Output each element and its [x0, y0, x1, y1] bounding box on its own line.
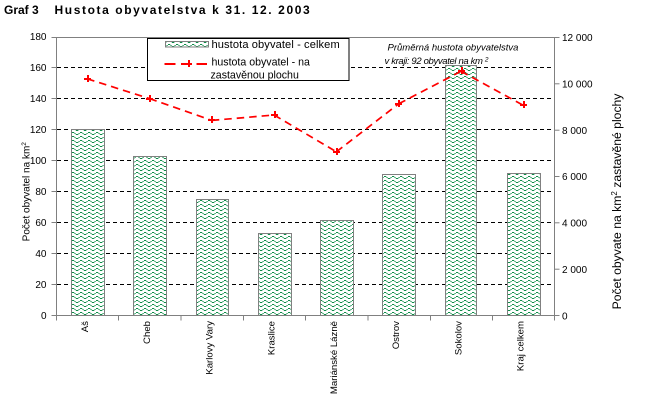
svg-text:Hustota obyvatelstva k 31. 12.: Hustota obyvatelstva k 31. 12. 2003	[55, 3, 312, 17]
svg-text:20: 20	[35, 280, 47, 291]
svg-text:2 000: 2 000	[562, 265, 587, 276]
svg-text:Mariánské Lázně: Mariánské Lázně	[329, 321, 340, 394]
svg-text:Průměrná hustota obyvatelstva: Průměrná hustota obyvatelstva	[388, 42, 519, 53]
svg-text:4 000: 4 000	[562, 219, 587, 230]
svg-text:6 000: 6 000	[562, 172, 587, 183]
svg-text:100: 100	[30, 156, 47, 167]
svg-text:Aš: Aš	[80, 321, 91, 332]
svg-text:hustota obyvatel - celkem: hustota obyvatel - celkem	[212, 39, 340, 51]
svg-text:Graf 3: Graf 3	[4, 3, 39, 17]
svg-text:Počet obyvate na km2 zastavěné: Počet obyvate na km2 zastavěné plochy	[610, 93, 624, 310]
svg-text:v kraji: 92 obyvatel na km 2: v kraji: 92 obyvatel na km 2	[385, 56, 489, 67]
svg-text:12 000: 12 000	[562, 33, 593, 44]
svg-text:120: 120	[30, 125, 47, 136]
svg-text:160: 160	[30, 63, 47, 74]
svg-text:40: 40	[35, 249, 47, 260]
svg-text:80: 80	[35, 187, 47, 198]
svg-text:Cheb: Cheb	[142, 321, 153, 344]
svg-text:Kraslice: Kraslice	[267, 321, 278, 355]
svg-text:60: 60	[35, 218, 47, 229]
svg-text:Ostrov: Ostrov	[391, 321, 402, 349]
svg-text:Počet obyvatel na km2: Počet obyvatel na km2	[21, 142, 32, 242]
svg-text:0: 0	[41, 311, 47, 322]
svg-text:10 000: 10 000	[562, 80, 593, 91]
svg-text:140: 140	[30, 94, 47, 105]
svg-text:0: 0	[562, 312, 568, 323]
svg-text:hustota obyvatel - na: hustota obyvatel - na	[212, 57, 310, 69]
svg-text:180: 180	[30, 32, 47, 43]
svg-text:Karlovy Vary: Karlovy Vary	[204, 321, 215, 375]
svg-text:Kraj celkem: Kraj celkem	[516, 321, 527, 371]
svg-text:zastavěnou plochu: zastavěnou plochu	[211, 70, 299, 82]
svg-text:Sokolov: Sokolov	[453, 321, 464, 355]
svg-text:8 000: 8 000	[562, 126, 587, 137]
